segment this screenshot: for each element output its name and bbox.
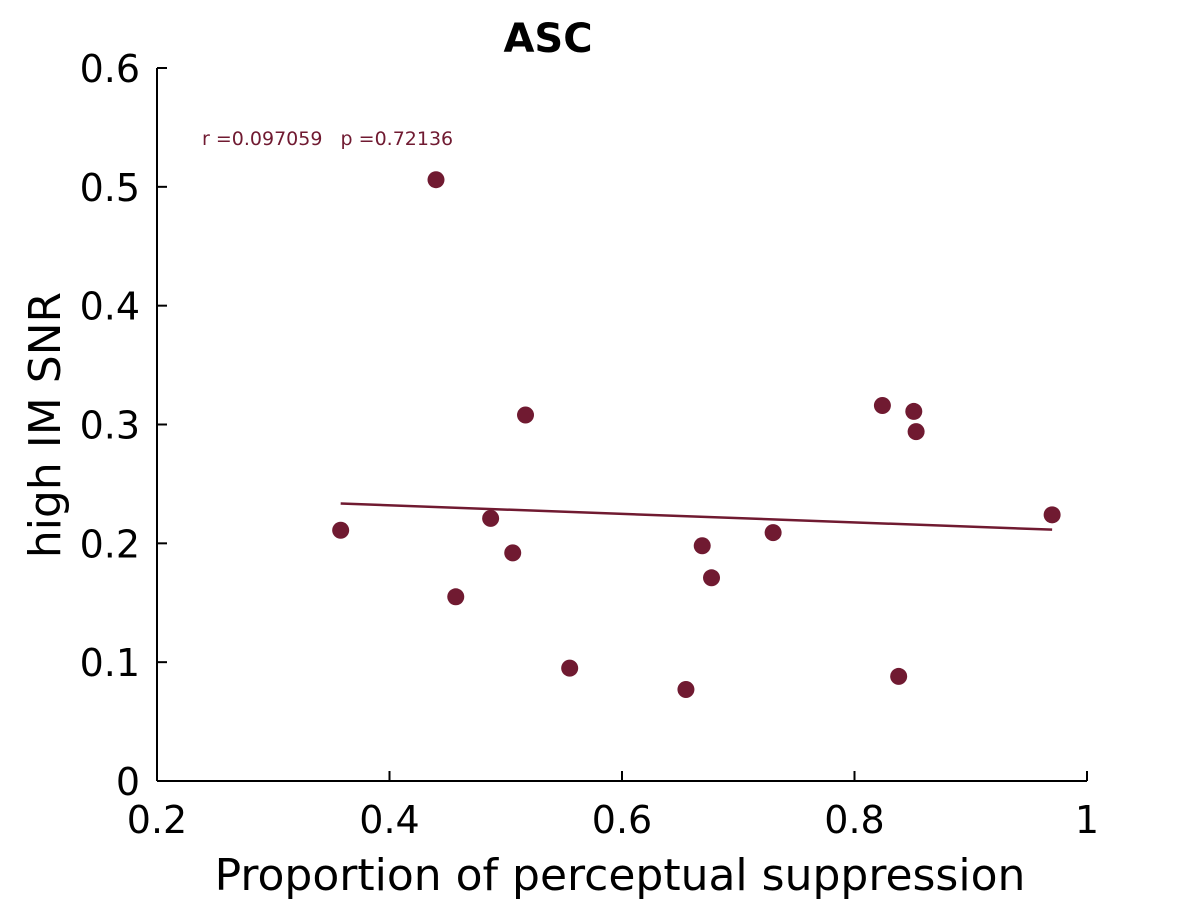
y-tick-label: 0.6 [80, 47, 140, 91]
data-point [1043, 506, 1061, 524]
y-tick-label: 0.2 [80, 522, 140, 566]
data-point [482, 509, 500, 527]
y-tick-label: 0.3 [80, 404, 140, 448]
x-tick-label: 0.6 [592, 798, 652, 842]
y-tick-label: 0.4 [80, 285, 140, 329]
y-axis-label: high IM SNR [20, 292, 71, 558]
data-points [332, 171, 1061, 698]
data-point [905, 402, 923, 420]
data-point [504, 544, 522, 562]
data-point [447, 588, 465, 606]
fit-line [340, 502, 1053, 531]
x-tick-label: 1 [1075, 798, 1099, 842]
data-point [693, 537, 711, 555]
axes: 0.2 0.4 0.6 0.8 1 0 0.1 0.2 0.3 0.4 0.5 0.6 [80, 47, 1100, 842]
chart-title: ASC [503, 16, 592, 62]
data-point [703, 569, 721, 587]
data-point [907, 423, 925, 441]
x-tick-label: 0.2 [127, 798, 187, 842]
y-tick-label: 0.1 [80, 641, 140, 685]
y-tick-label: 0.5 [80, 166, 140, 210]
data-point [332, 521, 350, 539]
correlation-annotation: r =0.097059 p =0.72136 [202, 128, 453, 150]
data-point [677, 680, 695, 698]
data-point [517, 406, 535, 424]
data-point [890, 667, 908, 685]
data-point [427, 171, 445, 189]
x-tick-label: 0.8 [824, 798, 884, 842]
data-point [561, 659, 579, 677]
x-axis-label: Proportion of perceptual suppression [215, 850, 1026, 900]
y-tick-label: 0 [116, 760, 140, 804]
x-tick-label: 0.4 [359, 798, 419, 842]
data-point [873, 396, 891, 414]
fit-line-group [340, 502, 1053, 531]
data-point [764, 524, 782, 542]
